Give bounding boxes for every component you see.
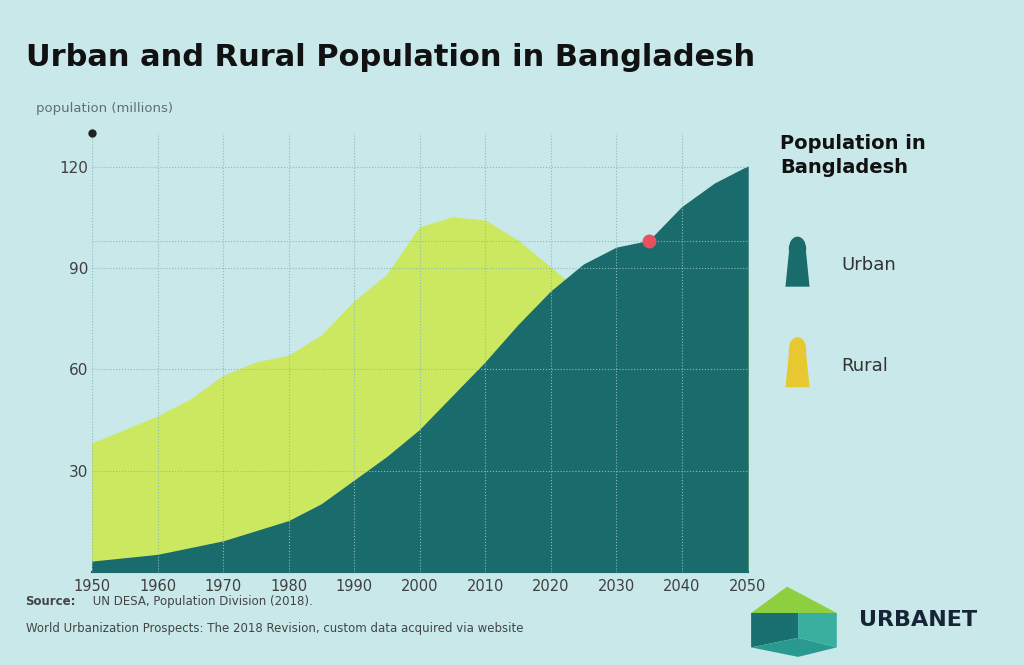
Circle shape — [790, 237, 806, 261]
Text: Population in
Bangladesh: Population in Bangladesh — [780, 134, 926, 178]
Polygon shape — [798, 613, 837, 648]
Polygon shape — [785, 253, 810, 287]
Text: Urban: Urban — [842, 256, 896, 274]
Polygon shape — [751, 587, 837, 613]
Polygon shape — [785, 353, 810, 387]
Text: population (millions): population (millions) — [37, 102, 173, 116]
Polygon shape — [751, 613, 798, 648]
Text: URBANET: URBANET — [859, 610, 977, 630]
Circle shape — [790, 338, 806, 361]
Polygon shape — [751, 638, 837, 657]
Text: UN DESA, Population Division (2018).: UN DESA, Population Division (2018). — [89, 595, 313, 608]
Text: Rural: Rural — [842, 356, 889, 374]
Text: World Urbanization Prospects: The 2018 Revision, custom data acquired via websit: World Urbanization Prospects: The 2018 R… — [26, 622, 523, 635]
Text: year: year — [754, 616, 785, 630]
Text: Urban and Rural Population in Bangladesh: Urban and Rural Population in Bangladesh — [26, 43, 755, 72]
Text: Source:: Source: — [26, 595, 76, 608]
